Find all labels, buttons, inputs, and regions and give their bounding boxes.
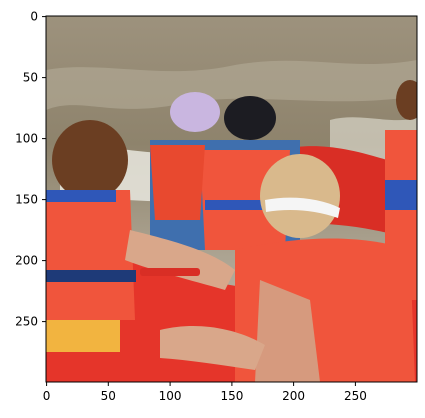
y-tick: 150 (15, 193, 46, 207)
y-axis: 0 50 100 150 200 250 (15, 10, 46, 329)
y-tick: 250 (15, 315, 46, 329)
y-tick-label: 150 (15, 193, 38, 207)
x-tick: 150 (220, 382, 243, 403)
y-tick: 200 (15, 254, 46, 268)
x-tick-label: 0 (43, 389, 51, 403)
x-tick: 50 (101, 382, 116, 403)
y-tick-label: 50 (23, 71, 38, 85)
y-tick-label: 200 (15, 254, 38, 268)
y-tick: 100 (15, 132, 46, 146)
x-tick-label: 50 (101, 389, 116, 403)
x-tick-label: 150 (220, 389, 243, 403)
rafting-photo (46, 16, 417, 382)
x-tick: 0 (43, 382, 51, 403)
x-axis: 0 50 100 150 200 250 (43, 382, 367, 403)
x-tick: 250 (344, 382, 367, 403)
y-tick: 50 (23, 71, 46, 85)
y-tick-label: 250 (15, 315, 38, 329)
x-tick-label: 200 (282, 389, 305, 403)
y-tick-label: 0 (30, 10, 38, 24)
x-tick-label: 250 (344, 389, 367, 403)
y-tick-label: 100 (15, 132, 38, 146)
y-tick: 0 (30, 10, 46, 24)
x-tick-label: 100 (159, 389, 182, 403)
x-tick: 100 (159, 382, 182, 403)
x-tick: 200 (282, 382, 305, 403)
